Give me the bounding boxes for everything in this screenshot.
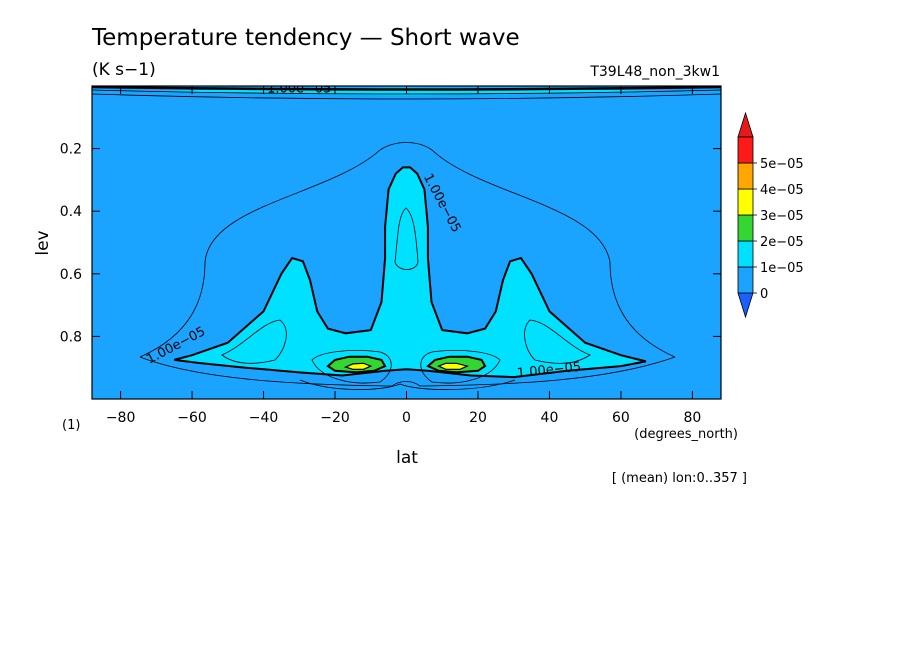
colorbar-label-2: 2e−05 xyxy=(760,235,804,250)
contour-line-3e-05-1 xyxy=(437,362,470,370)
colorbar-over-triangle xyxy=(737,111,754,138)
colorbar-swatch-4 xyxy=(737,162,754,190)
contour-line-2e-05-1 xyxy=(426,355,487,374)
colorbar-label-3: 3e−05 xyxy=(760,209,804,224)
contour-line-thin-0 xyxy=(92,93,721,100)
y-tick-label-1: 0.4 xyxy=(60,204,82,220)
colorbar-swatch-2 xyxy=(737,214,754,242)
colorbar-swatch-5 xyxy=(737,136,754,164)
colorbar-swatch-3 xyxy=(737,188,754,216)
x-tick-label-2: −40 xyxy=(249,410,279,426)
run-name: T39L48_non_3kw1 xyxy=(589,64,720,80)
x-tick-label-4: 0 xyxy=(402,410,411,426)
x-tick-label-3: −20 xyxy=(320,410,350,426)
x-tick-label-5: 20 xyxy=(469,410,487,426)
plot-area: 1.00e−051.00e−051.00e−051.00e−05 xyxy=(91,81,722,400)
x-tick-label-1: −60 xyxy=(177,410,207,426)
x-tick-label-7: 60 xyxy=(612,410,630,426)
y-tick-label-2: 0.6 xyxy=(60,267,82,283)
contour-line-thin-3 xyxy=(394,207,419,270)
y-axis: 0.2 0.4 0.6 0.8 xyxy=(60,142,721,345)
contour-line-thin-7 xyxy=(420,350,501,384)
colorbar-label-5: 5e−05 xyxy=(760,157,804,172)
colorbar-label-0: 0 xyxy=(760,287,768,302)
contour-label-2: 1.00e−05 xyxy=(516,360,582,382)
contour-line-1e-05 xyxy=(173,166,647,379)
x-axis-label: lat xyxy=(396,448,418,468)
chart-title: Temperature tendency — Short wave xyxy=(91,25,520,51)
x-tick-label-8: 80 xyxy=(683,410,701,426)
contour-line-thin-4 xyxy=(221,319,287,364)
x-tick-label-6: 40 xyxy=(541,410,559,426)
x-axis-units: (degrees_north) xyxy=(634,427,738,442)
contour-line-thin-6 xyxy=(311,350,392,384)
contour-line-thin-9 xyxy=(299,379,516,390)
contour-line-3e-05-0 xyxy=(343,362,373,370)
x-axis: −80 −60 −40 −20 0 20 40 60 80 xyxy=(106,86,701,426)
colorbar-label-4: 4e−05 xyxy=(760,183,804,198)
chart-units: (K s−1) xyxy=(92,60,156,80)
contour-line-thin-2 xyxy=(139,142,676,358)
y-tick-label-3: 0.8 xyxy=(60,329,82,345)
contour-line-thin-5 xyxy=(524,319,591,364)
contour-line-thin-8 xyxy=(139,356,676,387)
colorbar: 0 1e−05 2e−05 3e−05 4e−05 5e−05 xyxy=(737,111,804,319)
footer-note: [ (mean) lon:0..357 ] xyxy=(612,471,747,486)
y-tick-label-0: 0.2 xyxy=(60,142,82,158)
x-tick-label-0: −80 xyxy=(106,410,136,426)
contour-line-2e-05-0 xyxy=(326,355,387,374)
region-1e-05 xyxy=(174,167,646,378)
y-axis-units: (1) xyxy=(62,418,80,433)
colorbar-swatch-1 xyxy=(737,240,754,268)
colorbar-swatch-0 xyxy=(737,266,754,294)
colorbar-under-triangle xyxy=(737,292,754,319)
contour-label-3: 1.00e−05 xyxy=(267,81,331,96)
y-axis-label: lev xyxy=(33,230,53,255)
colorbar-label-1: 1e−05 xyxy=(760,261,804,276)
